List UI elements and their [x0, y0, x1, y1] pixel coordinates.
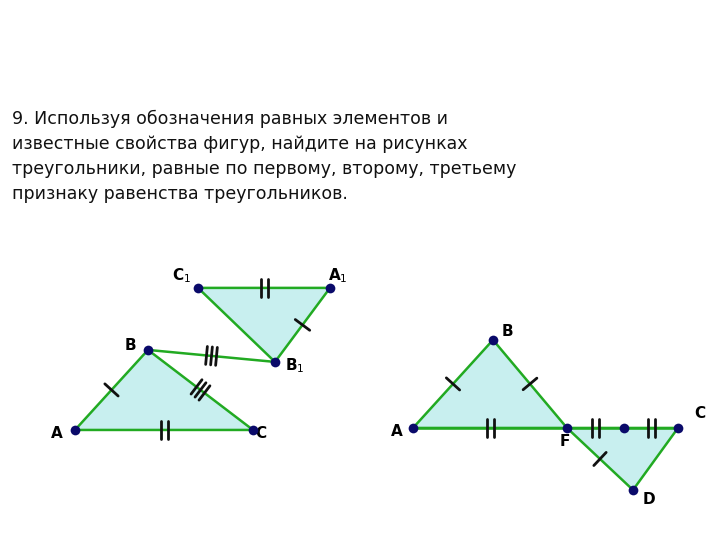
Text: D: D	[643, 492, 655, 508]
Text: C$_1$: C$_1$	[173, 267, 192, 285]
Text: A: A	[391, 424, 403, 440]
Text: B$_1$: B$_1$	[285, 356, 305, 375]
Text: B: B	[501, 325, 513, 340]
Text: B: B	[124, 339, 136, 353]
Text: C: C	[256, 427, 266, 442]
Text: A$_1$: A$_1$	[328, 267, 348, 285]
Polygon shape	[75, 350, 253, 430]
Text: Повторение теории, решение задач по готовым
чертежам: Повторение теории, решение задач по гото…	[49, 21, 671, 68]
Text: F: F	[560, 435, 570, 449]
Polygon shape	[413, 340, 567, 428]
Polygon shape	[198, 288, 330, 362]
Polygon shape	[567, 428, 678, 490]
Text: 9. Используя обозначения равных элементов и
известные свойства фигур, найдите на: 9. Используя обозначения равных элементо…	[12, 110, 516, 203]
Text: A: A	[51, 427, 63, 442]
Text: C: C	[694, 407, 706, 421]
